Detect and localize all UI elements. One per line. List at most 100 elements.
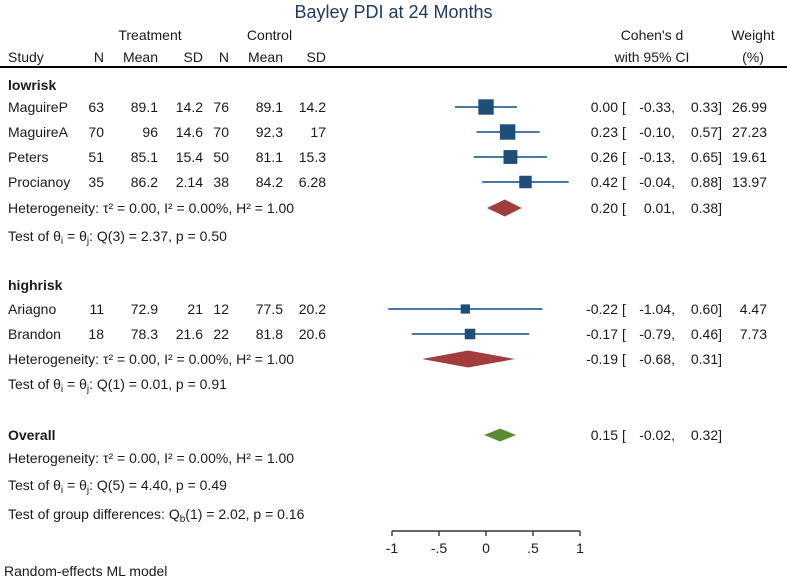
treatment-n: 35 — [88, 174, 104, 190]
group-label: lowrisk — [8, 77, 57, 93]
treatment-mean: 78.3 — [130, 326, 158, 342]
effect-square — [478, 99, 494, 115]
treatment-mean: 89.1 — [130, 99, 158, 115]
weight-header-line1: Weight — [731, 27, 775, 43]
control-mean: 84.2 — [255, 174, 283, 190]
study-effect-bracket-open: [ — [622, 326, 626, 342]
study-weight: 19.61 — [731, 149, 767, 165]
control-mean: 92.3 — [255, 124, 283, 140]
treatment-n: 63 — [88, 99, 104, 115]
overall-effect-ci-high: 0.32] — [690, 427, 722, 443]
control-mean: 81.8 — [255, 326, 283, 342]
study-effect-ci-high: 0.57] — [690, 124, 722, 140]
treatment-n: 11 — [89, 301, 104, 317]
study-effect-bracket-open: [ — [622, 149, 626, 165]
control-n: 12 — [213, 301, 229, 317]
test-text: Test of θi = θj: Q(3) = 2.37, p = 0.50 — [8, 228, 227, 247]
treatment-mean: 72.9 — [130, 301, 158, 317]
study-effect-bracket-open: [ — [622, 174, 626, 190]
study-effect-bracket-open: [ — [622, 99, 626, 115]
study-effect-estimate: -0.17 — [586, 326, 618, 342]
subscript: i — [60, 236, 64, 247]
summary-diamond — [422, 350, 516, 368]
treatment-mean: 85.1 — [130, 149, 158, 165]
subscript: i — [60, 384, 64, 395]
study-effect-ci-high: 0.46] — [690, 326, 722, 342]
overall-label: Overall — [8, 427, 56, 443]
control-sd: 15.3 — [298, 149, 326, 165]
control-sd-header: SD — [306, 49, 326, 65]
control-n: 22 — [213, 326, 229, 342]
effect-square — [503, 150, 518, 164]
treatment-header: Treatment — [118, 27, 182, 43]
study-effect-estimate: 0.23 — [590, 124, 618, 140]
summary-diamond — [486, 199, 522, 217]
treatment-mean: 86.2 — [130, 174, 158, 190]
control-mean: 81.1 — [255, 149, 283, 165]
effect-square — [519, 175, 532, 189]
axis-tick-label: 0 — [482, 540, 490, 556]
subscript: i — [60, 485, 64, 496]
subgroup-effect-estimate: -0.19 — [586, 351, 618, 367]
study-label: Peters — [8, 149, 49, 165]
treatment-sd: 21 — [187, 301, 203, 317]
study-effect-estimate: 0.00 — [590, 99, 618, 115]
subgroup-effect-ci-low: 0.01, — [643, 200, 675, 216]
control-sd: 17 — [310, 124, 326, 140]
effect-header-line1: Cohen's d — [620, 27, 684, 43]
study-effect-ci-low: -0.79, — [639, 326, 675, 342]
study-label: Procianoy — [8, 174, 71, 190]
control-mean: 89.1 — [255, 99, 283, 115]
study-effect-ci-low: -0.04, — [639, 174, 675, 190]
overall-effect-ci-low: -0.02, — [639, 427, 675, 443]
heterogeneity-text: Heterogeneity: τ² = 0.00, I² = 0.00%, H²… — [8, 450, 295, 466]
subgroup-effect-estimate: 0.20 — [590, 200, 618, 216]
effect-square — [464, 328, 476, 340]
control-sd: 20.2 — [298, 301, 326, 317]
study-effect-ci-low: -0.10, — [639, 124, 675, 140]
effect-square — [499, 124, 516, 140]
control-n: 38 — [213, 174, 229, 190]
effect-square — [460, 304, 470, 314]
study-effect-estimate: -0.22 — [586, 301, 618, 317]
study-effect-ci-high: 0.88] — [690, 174, 722, 190]
treatment-n: 51 — [88, 149, 104, 165]
treatment-mean: 96 — [142, 124, 158, 140]
study-label: MaguireP — [8, 99, 68, 115]
test-text: Test of θi = θj: Q(5) = 4.40, p = 0.49 — [8, 477, 227, 496]
study-label: MaguireA — [8, 124, 68, 140]
subgroup-effect-bracket-open: [ — [622, 200, 626, 216]
group-difference-text: Test of group differences: Qb(1) = 2.02,… — [8, 506, 305, 525]
subgroup-effect-ci-high: 0.31] — [690, 351, 722, 367]
treatment-mean-header: Mean — [122, 49, 158, 65]
treatment-n: 18 — [88, 326, 104, 342]
study-label: Brandon — [8, 326, 61, 342]
control-sd: 20.6 — [298, 326, 326, 342]
axis-tick-label: 1 — [576, 540, 584, 556]
treatment-n: 70 — [88, 124, 104, 140]
control-n: 70 — [213, 124, 229, 140]
subscript: j — [86, 384, 90, 395]
study-effect-ci-low: -0.33, — [639, 99, 675, 115]
study-header: Study — [8, 49, 44, 65]
control-sd: 14.2 — [298, 99, 326, 115]
subscript: j — [86, 485, 90, 496]
study-label: Ariagno — [8, 301, 57, 317]
axis-tick-label: -1 — [385, 540, 399, 556]
heterogeneity-text: Heterogeneity: τ² = 0.00, I² = 0.00%, H²… — [8, 351, 295, 367]
test-text: Test of θi = θj: Q(1) = 0.01, p = 0.91 — [8, 376, 227, 395]
study-effect-ci-high: 0.65] — [690, 149, 722, 165]
header-rule — [0, 66, 787, 68]
heterogeneity-text: Heterogeneity: τ² = 0.00, I² = 0.00%, H²… — [8, 200, 295, 216]
subscript: j — [86, 236, 90, 247]
study-effect-ci-high: 0.60] — [690, 301, 722, 317]
study-effect-bracket-open: [ — [622, 124, 626, 140]
study-weight: 4.47 — [739, 301, 767, 317]
treatment-sd: 2.14 — [175, 174, 203, 190]
study-effect-ci-low: -0.13, — [639, 149, 675, 165]
study-effect-bracket-open: [ — [622, 301, 626, 317]
summary-diamond — [484, 428, 517, 442]
subgroup-effect-bracket-open: [ — [622, 351, 626, 367]
control-header: Control — [246, 27, 293, 43]
